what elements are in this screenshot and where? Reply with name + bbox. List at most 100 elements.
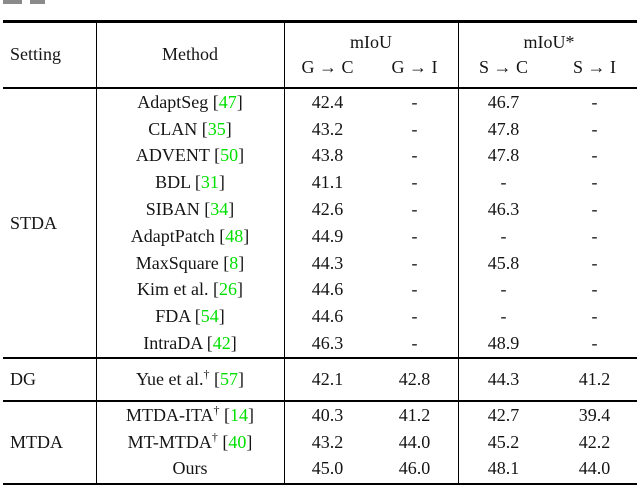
value-cell: 42.8 <box>398 369 431 389</box>
table-row: IntraDA [42] 46.3 - 48.9 - <box>96 330 640 357</box>
value-cell: 43.8 <box>311 145 344 166</box>
value-cell: - <box>591 225 598 246</box>
header-miou-star-title: mIoU* <box>523 31 575 52</box>
table-row: Yue et al.† [57] 42.1 42.8 44.3 41.2 <box>96 359 640 400</box>
value-cell: 42.7 <box>487 404 520 425</box>
citation-link[interactable]: 26 <box>218 279 237 300</box>
table-row: CLAN [35] 43.2 - 47.8 - <box>96 116 640 143</box>
value-cell: - <box>591 118 598 139</box>
citation-link[interactable]: 57 <box>219 369 238 389</box>
value-cell: - <box>591 91 598 112</box>
header-sub-s-to-i: S → I <box>572 56 616 77</box>
value-cell: 42.4 <box>311 91 344 112</box>
citation-link[interactable]: 31 <box>200 172 219 193</box>
citation-link[interactable]: 14 <box>230 404 249 425</box>
citation-link[interactable]: 54 <box>200 306 219 327</box>
method-cell: SIBAN [34] <box>145 199 235 220</box>
method-cell: FDA [54] <box>155 306 225 327</box>
citation-link[interactable]: 48 <box>225 225 244 246</box>
value-cell: - <box>411 172 418 193</box>
table-row: SIBAN [34] 42.6 - 46.3 - <box>96 196 640 223</box>
citation-link[interactable]: 8 <box>229 252 239 273</box>
table-row: ADVENT [50] 43.8 - 47.8 - <box>96 143 640 170</box>
method-cell: MTDA-ITA† [14] <box>125 402 255 425</box>
value-cell: 46.3 <box>487 199 520 220</box>
citation-link[interactable]: 42 <box>212 333 231 354</box>
table-row: Ours 45.0 46.0 48.1 44.0 <box>96 455 640 482</box>
method-cell: Kim et al. [26] <box>137 279 243 300</box>
header-miou-title: mIoU <box>350 31 392 52</box>
method-cell: MT-MTDA† [40] <box>127 429 253 452</box>
header-sub-g-to-c: G → C <box>301 56 354 77</box>
table-row: MT-MTDA† [40] 43.2 44.0 45.2 42.2 <box>96 429 640 456</box>
value-cell: - <box>411 225 418 246</box>
value-cell: 39.4 <box>578 404 611 425</box>
method-cell: AdaptPatch [48] <box>130 225 250 246</box>
table-section-rule-dg <box>3 357 637 359</box>
value-cell: 44.6 <box>311 306 344 327</box>
dagger-mark: † <box>213 402 220 417</box>
value-cell: - <box>411 145 418 166</box>
value-cell: - <box>591 199 598 220</box>
value-cell: 40.3 <box>311 404 344 425</box>
table-header: Setting Method mIoU G → C G → I mIoU* S … <box>0 22 640 87</box>
value-cell: - <box>411 91 418 112</box>
header-sub-g-to-i: G → I <box>391 56 438 77</box>
table-header-rule <box>3 87 637 89</box>
table-row: MaxSquare [8] 44.3 - 45.8 - <box>96 250 640 277</box>
setting-label: STDA <box>10 212 58 233</box>
value-cell: - <box>500 306 507 327</box>
value-cell: 45.2 <box>487 431 520 452</box>
citation-link[interactable]: 40 <box>228 431 247 452</box>
value-cell: - <box>411 118 418 139</box>
table-section-stda: STDA AdaptSeg [47] 42.4 - 46.7 - CLAN [35] 43.2… <box>0 89 640 357</box>
value-cell: - <box>500 225 507 246</box>
citation-link[interactable]: 35 <box>207 118 226 139</box>
value-cell: 43.2 <box>311 431 344 452</box>
value-cell: 44.9 <box>311 225 344 246</box>
method-cell: Ours <box>172 458 208 479</box>
value-cell: 44.6 <box>311 279 344 300</box>
header-setting: Setting <box>10 44 62 64</box>
table-row: AdaptPatch [48] 44.9 - - - <box>96 223 640 250</box>
value-cell: - <box>411 199 418 220</box>
value-cell: 42.2 <box>578 431 611 452</box>
table-row: FDA [54] 44.6 - - - <box>96 303 640 330</box>
method-cell: AdaptSeg [47] <box>137 91 243 112</box>
method-cell: CLAN [35] <box>148 118 232 139</box>
method-cell: BDL [31] <box>155 172 225 193</box>
value-cell: 47.8 <box>487 145 520 166</box>
value-cell: 46.3 <box>311 333 344 354</box>
table-section-rule-mtda <box>3 400 637 402</box>
table-section-dg: DG Yue et al.† [57] 42.1 42.8 44.3 41.2 <box>0 359 640 400</box>
header-sub-s-to-c: S → C <box>478 56 529 77</box>
column-separator <box>284 22 286 483</box>
dagger-mark: † <box>211 429 218 444</box>
citation-link[interactable]: 34 <box>210 199 229 220</box>
citation-link[interactable]: 47 <box>218 91 237 112</box>
value-cell: 45.8 <box>487 252 520 273</box>
value-cell: 44.3 <box>487 369 520 389</box>
column-separator <box>96 22 98 483</box>
method-cell: Yue et al.† [57] <box>136 367 244 389</box>
value-cell: 46.0 <box>398 458 431 479</box>
citation-link[interactable]: 50 <box>220 145 239 166</box>
value-cell: 42.6 <box>311 199 344 220</box>
table-row: BDL [31] 41.1 - - - <box>96 169 640 196</box>
value-cell: 41.2 <box>578 369 611 389</box>
table-section-mtda: MTDA MTDA-ITA† [14] 40.3 41.2 42.7 39.4 MT-MTD… <box>0 402 640 482</box>
cropped-caption-fragment <box>3 0 22 4</box>
value-cell: 42.1 <box>311 369 344 389</box>
value-cell: - <box>591 333 598 354</box>
value-cell: 48.9 <box>487 333 520 354</box>
value-cell: 44.0 <box>398 431 431 452</box>
value-cell: 46.7 <box>487 91 520 112</box>
value-cell: 48.1 <box>487 458 520 479</box>
value-cell: - <box>591 252 598 273</box>
table-bottom-rule <box>3 482 637 486</box>
header-group-miou-star: mIoU* S → C S → I <box>458 22 640 87</box>
value-cell: - <box>411 252 418 273</box>
value-cell: - <box>500 279 507 300</box>
value-cell: - <box>591 145 598 166</box>
